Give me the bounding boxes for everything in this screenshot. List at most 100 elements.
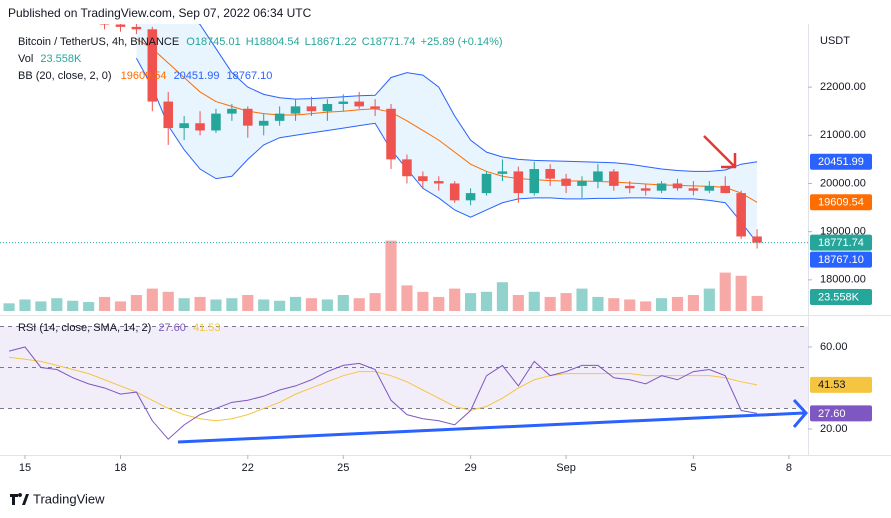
volume-bar [210, 299, 222, 311]
volume-bar [576, 288, 588, 311]
candle-body [624, 185, 635, 189]
volume-bar [130, 295, 142, 311]
rsi-label: 27.60 [818, 408, 846, 420]
candle-body [306, 106, 317, 112]
candle-body [211, 113, 221, 131]
candle-body [704, 185, 715, 191]
volume-bar [735, 275, 747, 311]
candle-body [481, 173, 492, 194]
currency-label: USDT [820, 35, 850, 47]
close: C18771.74 [362, 36, 416, 48]
candle-body [593, 171, 603, 182]
open: O18745.01 [186, 36, 240, 48]
rsi-name: RSI (14, close, SMA, 14, 2) [18, 322, 151, 334]
x-tick-label: 8 [786, 462, 792, 474]
volume-bar [512, 295, 524, 311]
volume-name: Vol [18, 53, 33, 65]
bb-upper-label: 20451.99 [818, 156, 864, 168]
published-header: Published on TradingView.com, Sep 07, 20… [8, 6, 312, 20]
rsi-tick-label: 60.00 [820, 341, 848, 353]
candle-body [131, 26, 142, 30]
volume-bar [289, 296, 302, 311]
bb-basis [136, 38, 758, 203]
volume-bar [465, 293, 477, 311]
volume-bar [98, 296, 111, 311]
x-tick-label: 18 [114, 462, 126, 474]
volume-bar [480, 291, 493, 311]
volume-bar [640, 301, 652, 311]
x-tick-label: 25 [337, 462, 349, 474]
candle-body [115, 24, 126, 27]
bb-lower-label: 18767.10 [818, 254, 864, 266]
bb-lower-value: 18767.10 [227, 70, 273, 82]
volume-bar [719, 272, 731, 311]
candle-body [545, 169, 555, 179]
volume-bar [496, 282, 509, 311]
volume-label: 23.558K [818, 291, 860, 303]
last-price-badge [810, 234, 872, 251]
candle-body [577, 181, 587, 186]
volume-bar [19, 299, 31, 311]
bb-upper [198, 24, 758, 172]
candle-body [433, 181, 444, 184]
candle-body [290, 106, 301, 114]
symbol-legend: Bitcoin / TetherUS, 4h, BINANCE O18745.0… [18, 36, 503, 48]
volume-bar [305, 298, 318, 311]
candle-body [386, 108, 396, 160]
bb-fill [136, 24, 758, 243]
candle-body [465, 193, 476, 201]
x-tick-label: 15 [19, 462, 31, 474]
volume-value: 23.558K [40, 53, 82, 65]
volume-bar [369, 293, 381, 311]
candle-body [736, 193, 746, 237]
candle-body [418, 176, 428, 182]
bb-basis-value: 19609.54 [121, 70, 167, 82]
rsi-value: 27.60 [158, 322, 186, 334]
volume-bar [194, 296, 206, 311]
volume-bar [528, 291, 540, 311]
volume-bar [258, 299, 270, 311]
high: H18804.54 [246, 36, 300, 48]
volume-bar [3, 303, 15, 311]
volume-bar [178, 298, 190, 311]
volume-bar [51, 298, 63, 311]
bb-upper-value: 20451.99 [174, 70, 220, 82]
candle-body [752, 236, 762, 243]
volume-bar [560, 293, 572, 311]
volume-bar [624, 299, 636, 311]
volume-bar [83, 302, 95, 311]
candle-body [195, 123, 205, 131]
x-tick-label: Sep [556, 462, 576, 474]
bb-basis-badge [810, 194, 872, 211]
volume-bar [114, 301, 127, 311]
x-tick-label: 22 [242, 462, 254, 474]
main-pane [0, 24, 808, 311]
bb-upper-badge [810, 153, 872, 170]
y-tick-label: 20000.00 [820, 177, 866, 189]
candle-body [513, 171, 524, 194]
volume-bar [417, 291, 429, 311]
volume-bar [687, 295, 699, 311]
candle-body [529, 169, 540, 194]
volume-bar [656, 298, 668, 311]
volume-bar [146, 288, 158, 311]
footer-brand: TradingView [33, 491, 105, 506]
candle-body [609, 171, 619, 186]
volume-bar [401, 285, 413, 311]
volume-bar [162, 291, 174, 311]
axes: 20.00 60.00 18000.00 19000.00 20000.00 21000.… [19, 81, 872, 474]
x-tick-label: 29 [464, 462, 476, 474]
candle-body [258, 120, 269, 126]
volume-bar [35, 301, 47, 311]
candle-body [338, 101, 349, 104]
volume-bar [433, 296, 445, 311]
volume-bar [703, 288, 715, 311]
candle-body [720, 185, 731, 194]
rsi-line [8, 346, 758, 440]
bb-name: BB (20, close, 2, 0) [18, 70, 112, 82]
candle-body [163, 101, 173, 129]
volume-bar [751, 295, 763, 311]
rsi-tick-label: 20.00 [820, 423, 848, 435]
volume-bar [353, 298, 365, 311]
